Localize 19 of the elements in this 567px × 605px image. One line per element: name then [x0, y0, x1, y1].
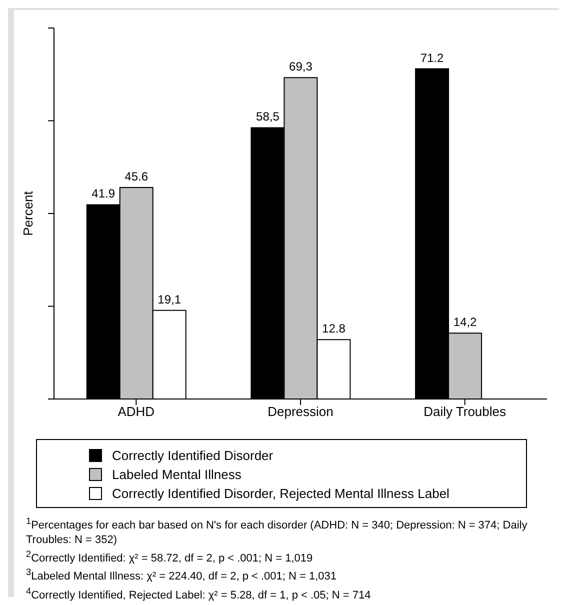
data-label: 19,1 [158, 292, 182, 306]
text: $^{3}$Labeled Mental Illness: χ² = 224.40, df = 2, p < .001; N = 1,031 [26, 566, 338, 584]
data-label: 69,3 [289, 60, 313, 74]
legend-label: Correctly Identified Disorder, Rejected Mental Illness Label [112, 486, 450, 501]
data-label: 14,2 [453, 315, 478, 330]
x-tick-label: ADHD [118, 404, 155, 420]
x-tick-label: Daily Troubles [424, 404, 507, 420]
legend-label: Labeled Mental Illness [112, 467, 242, 482]
y-axis-title: Percent [20, 190, 36, 236]
data-label: 12.8 [322, 322, 346, 336]
data-label: 45.6 [124, 170, 148, 184]
text: $^{4}$Correctly Identified, Rejected Label: χ² = 5.28, df = 1, p < .05; N = 714 [26, 584, 372, 603]
x-tick-label: Depression [268, 404, 334, 420]
legend-label: Correctly Identified Disorder [112, 448, 274, 463]
text: $^{2}$Correctly Identified: χ² = 58.72, df = 2, p < .001; N = 1,019 [26, 548, 314, 566]
data-label: 58,5 [256, 110, 280, 124]
text: $^{1}$Percentages for each bar based on N's for each disorder (ADHD: N = 340; Depression: N = 374; Daily Troubles: N = 352) [26, 515, 528, 547]
data-label: 41.9 [92, 186, 116, 201]
data-label: 71.2 [420, 50, 444, 65]
